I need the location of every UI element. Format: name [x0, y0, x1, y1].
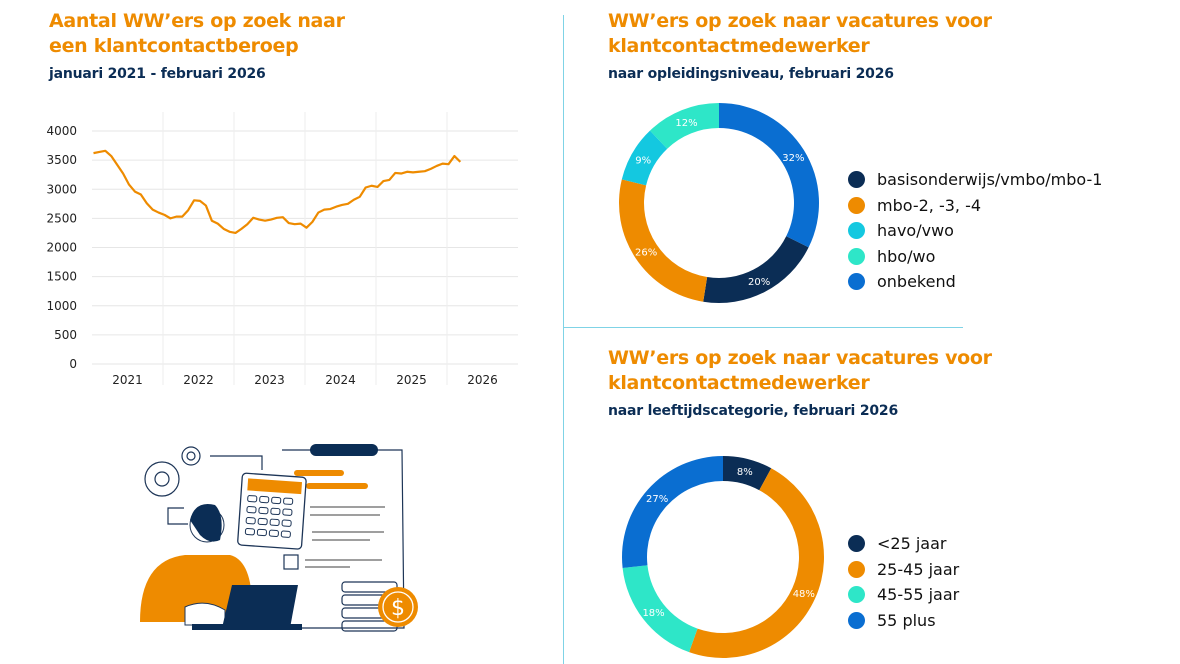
donut-slice: [621, 130, 668, 186]
x-tick-label: 2025: [396, 373, 427, 387]
legend-swatch: [848, 586, 865, 604]
slice-label: 8%: [737, 467, 753, 478]
legend-swatch: [848, 273, 865, 291]
legend-item: onbekend: [848, 269, 1102, 295]
y-tick-label: 500: [54, 328, 77, 342]
legend-swatch: [848, 222, 865, 240]
x-tick-label: 2026: [467, 373, 498, 387]
legend-item: 25-45 jaar: [848, 557, 959, 583]
x-tick-label: 2021: [112, 373, 143, 387]
donut1-subtitle: naar opleidingsniveau, februari 2026: [608, 66, 894, 82]
legend-swatch: [848, 171, 865, 189]
legend-label: 25-45 jaar: [877, 559, 960, 579]
line-chart-subtitle: januari 2021 - februari 2026: [49, 66, 266, 82]
donut-slice: [649, 103, 719, 149]
y-tick-label: 1500: [46, 270, 77, 284]
slice-label: 20%: [748, 277, 770, 288]
divider-vertical: [563, 15, 564, 664]
x-tick-label: 2024: [325, 373, 356, 387]
legend-item: 55 plus: [848, 608, 959, 634]
donut2-subtitle: naar leeftijdscategorie, februari 2026: [608, 403, 898, 419]
line-chart-title: Aantal WW’ers op zoek naar een klantconta…: [49, 10, 345, 57]
legend-swatch: [848, 611, 865, 629]
slice-label: 27%: [646, 494, 668, 505]
donut-slice: [703, 236, 809, 303]
divider-horizontal: [563, 327, 963, 328]
donut2-title: WW’ers op zoek naar vacatures voor klantc…: [608, 347, 992, 394]
person-body: [140, 555, 252, 622]
legend-label: basisonderwijs/vmbo/mbo-1: [877, 170, 1103, 190]
calculator-icon: [237, 472, 307, 550]
slice-label: 48%: [793, 589, 815, 600]
y-tick-label: 1000: [46, 299, 77, 313]
legend-label: <25 jaar: [877, 534, 947, 554]
legend-label: hbo/wo: [877, 246, 936, 266]
donut-slice: [622, 456, 723, 568]
y-tick-label: 2500: [46, 211, 77, 225]
legend-item: hbo/wo: [848, 244, 1102, 270]
y-tick-label: 4000: [46, 124, 77, 138]
x-tick-label: 2023: [254, 373, 285, 387]
donut-slice: [619, 179, 708, 302]
donut-slice: [719, 103, 819, 248]
slice-label: 32%: [782, 153, 804, 164]
legend-label: havo/vwo: [877, 221, 954, 241]
legend-swatch: [848, 560, 865, 578]
legend-item: mbo-2, -3, -4: [848, 193, 1102, 219]
y-tick-label: 0: [69, 357, 77, 371]
legend-item: 45-55 jaar: [848, 582, 959, 608]
y-tick-label: 3000: [46, 182, 77, 196]
legend-item: basisonderwijs/vmbo/mbo-1: [848, 167, 1102, 193]
slice-label: 18%: [642, 608, 664, 619]
slice-label: 26%: [635, 247, 657, 258]
legend-label: 55 plus: [877, 610, 936, 630]
y-tick-label: 2000: [46, 241, 77, 255]
legend-swatch: [848, 535, 865, 553]
clipboard-clip: [310, 444, 378, 456]
legend-label: onbekend: [877, 272, 956, 292]
x-tick-label: 2022: [183, 373, 214, 387]
donut-slice: [689, 468, 824, 658]
legend-swatch: [848, 247, 865, 265]
y-tick-label: 3500: [46, 153, 77, 167]
donut2-legend: <25 jaar 25-45 jaar 45-55 jaar 55 plus: [848, 531, 959, 633]
legend-item: havo/vwo: [848, 218, 1102, 244]
slice-label: 12%: [675, 118, 697, 129]
person-hair: [190, 504, 222, 542]
donut-slice: [723, 456, 772, 491]
donut1-legend: basisonderwijs/vmbo/mbo-1 mbo-2, -3, -4 ha…: [848, 167, 1102, 295]
donut-slice: [622, 565, 698, 653]
legend-label: mbo-2, -3, -4: [877, 195, 982, 215]
legend-item: <25 jaar: [848, 531, 959, 557]
svg-text:$: $: [391, 596, 405, 621]
slice-label: 9%: [635, 155, 651, 166]
legend-swatch: [848, 196, 865, 214]
dollar-coin-icon: [378, 587, 418, 627]
donut1-title: WW’ers op zoek naar vacatures voor klantc…: [608, 10, 992, 57]
legend-label: 45-55 jaar: [877, 585, 960, 605]
laptop-icon: [222, 585, 298, 628]
